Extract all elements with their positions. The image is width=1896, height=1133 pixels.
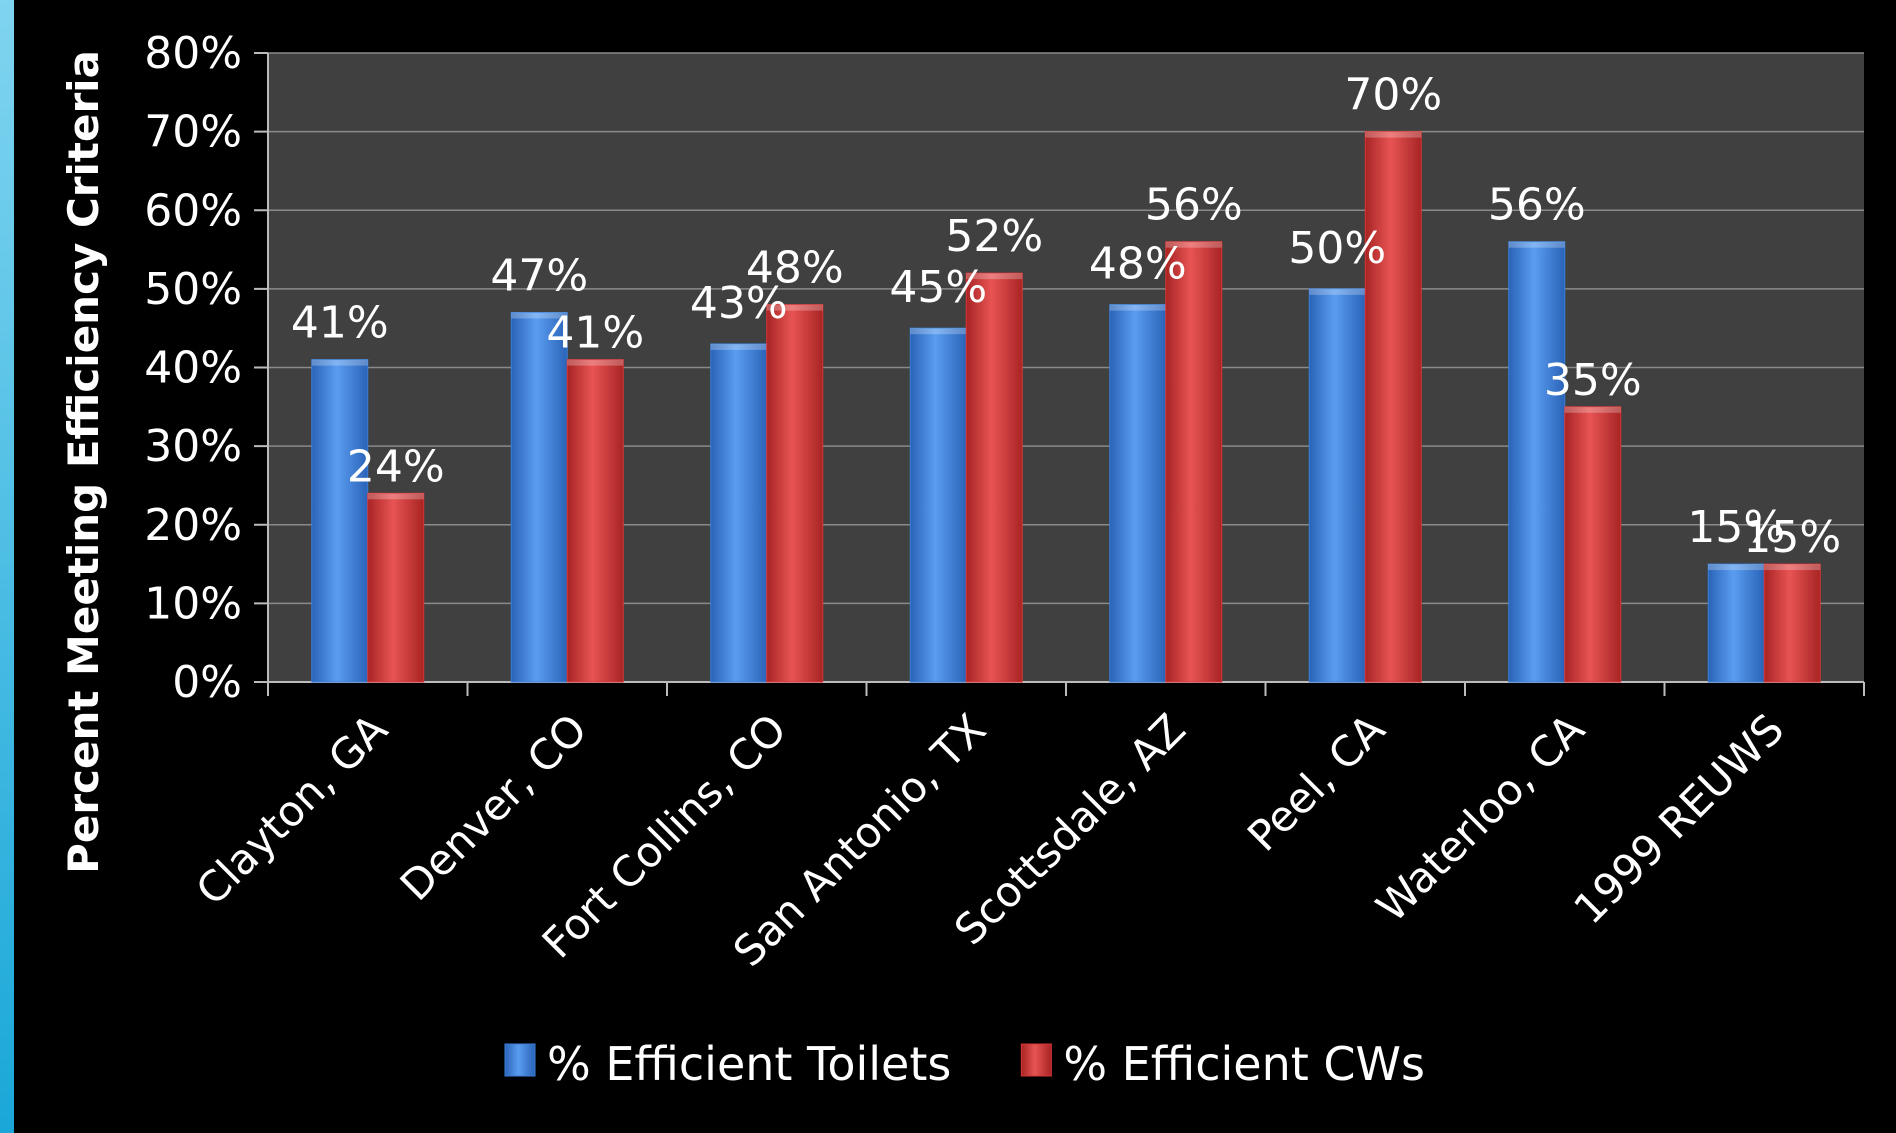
bar-top-highlight xyxy=(1365,131,1422,138)
x-tick-label: Denver, CO xyxy=(391,704,597,910)
data-label: 24% xyxy=(347,441,445,492)
bar xyxy=(510,311,568,683)
bar xyxy=(909,327,967,683)
bar-top-highlight xyxy=(910,328,967,335)
y-tick-label: 50% xyxy=(144,264,242,315)
legend-label: % Efficient CWs xyxy=(1063,1037,1425,1091)
y-tick-label: 70% xyxy=(144,107,242,158)
legend-swatch xyxy=(1020,1043,1052,1077)
bar xyxy=(1165,241,1223,683)
y-tick-label: 40% xyxy=(144,343,242,394)
data-label: 52% xyxy=(945,211,1043,262)
legend-label: % Efficient Toilets xyxy=(547,1037,951,1091)
data-label: 50% xyxy=(1288,223,1386,274)
legend-swatch xyxy=(504,1043,536,1077)
left-edge-decoration xyxy=(0,0,14,1133)
data-label: 15% xyxy=(1687,502,1785,553)
bar-top-highlight xyxy=(1508,241,1565,248)
bar xyxy=(1364,131,1422,683)
bar-top-highlight xyxy=(766,304,823,311)
y-tick-label: 30% xyxy=(144,421,242,472)
bar xyxy=(965,272,1023,683)
bar xyxy=(710,343,768,683)
y-tick-label: 0% xyxy=(172,657,242,708)
data-label: 43% xyxy=(690,278,788,329)
y-tick-label: 20% xyxy=(144,500,242,551)
data-label: 15% xyxy=(1743,512,1841,563)
bar-top-highlight xyxy=(1764,564,1821,571)
bar-top-highlight xyxy=(367,493,424,500)
bar-top-highlight xyxy=(966,273,1023,280)
bar xyxy=(1109,304,1167,683)
bar xyxy=(1707,563,1765,683)
bar-top-highlight xyxy=(710,343,767,350)
bar xyxy=(311,359,369,683)
data-label: 56% xyxy=(1488,180,1586,231)
data-label: 47% xyxy=(490,250,588,301)
data-label: 56% xyxy=(1145,180,1243,231)
bar xyxy=(566,359,624,683)
data-label: 48% xyxy=(1089,239,1187,290)
x-tick-label: Waterloo, CA xyxy=(1367,704,1594,931)
data-label: 48% xyxy=(746,243,844,294)
bar xyxy=(1508,241,1566,683)
data-label: 35% xyxy=(1544,355,1642,406)
y-tick-label: 10% xyxy=(144,578,242,629)
bar-top-highlight xyxy=(1564,406,1621,413)
data-label: 70% xyxy=(1344,70,1442,121)
bar xyxy=(1564,406,1622,683)
data-label: 41% xyxy=(291,298,389,349)
bar-top-highlight xyxy=(1109,304,1166,311)
bar xyxy=(1308,288,1366,683)
x-tick-label: Peel, CA xyxy=(1238,704,1394,860)
y-tick-label: 60% xyxy=(144,185,242,236)
x-tick-label: Clayton, GA xyxy=(187,704,397,914)
bar xyxy=(1763,563,1821,683)
bar-top-highlight xyxy=(511,312,568,319)
bar-top-highlight xyxy=(1165,241,1222,248)
bar xyxy=(766,304,824,683)
bar-top-highlight xyxy=(567,359,624,366)
bar-top-highlight xyxy=(311,359,368,366)
bar-top-highlight xyxy=(1309,288,1366,295)
bar-top-highlight xyxy=(1708,564,1765,571)
y-axis-title: Percent Meeting Efficiency Criteria xyxy=(59,50,108,874)
data-label: 41% xyxy=(546,308,644,359)
data-label: 45% xyxy=(889,262,987,313)
y-tick-label: 80% xyxy=(144,28,242,79)
x-tick-label: 1999 REUWS xyxy=(1564,704,1793,933)
bar xyxy=(367,492,425,683)
